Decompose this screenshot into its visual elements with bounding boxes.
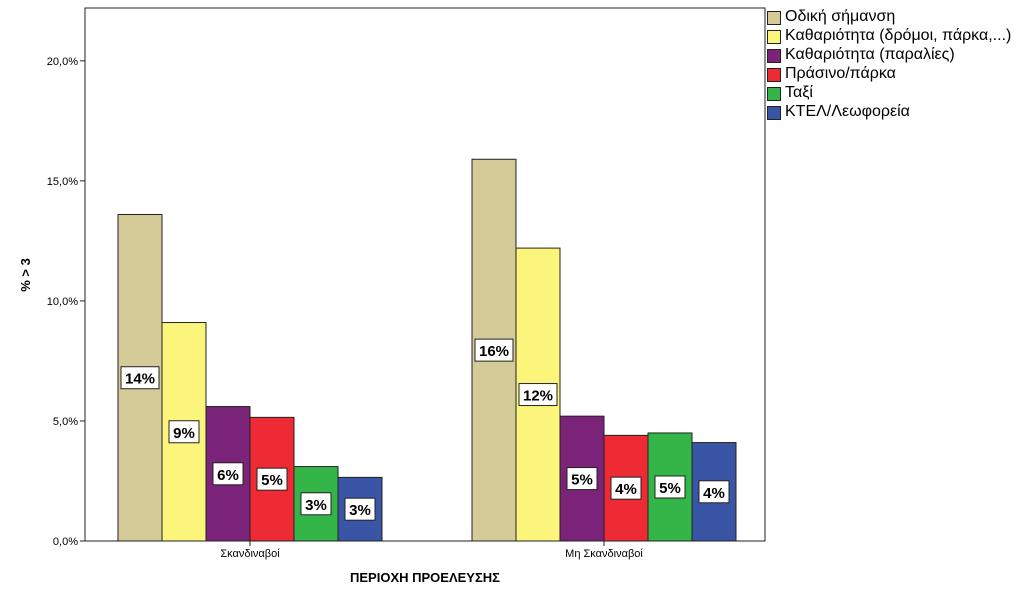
- legend-swatch: [767, 68, 781, 82]
- data-label: 6%: [217, 467, 239, 484]
- data-label-box: [344, 497, 376, 521]
- data-label: 4%: [703, 485, 725, 502]
- data-label: 14%: [125, 371, 155, 388]
- bars: 14% 9% 6% 5% 3% 3% 16% 12% 5% 4% 5% 4%: [117, 158, 737, 542]
- legend-label: ΚΤΕΛ/Λεωφορεία: [785, 103, 910, 120]
- y-tick-label: 0,0%: [53, 536, 78, 548]
- data-label: 4%: [615, 481, 637, 498]
- y-axis: 0,0% 5,0% 10,0% 15,0% 20,0%: [47, 56, 85, 548]
- data-label-box: [698, 480, 730, 504]
- data-label-box: [518, 383, 558, 407]
- legend-swatch: [767, 11, 781, 25]
- data-label: 16%: [479, 343, 509, 360]
- data-label-box: [212, 462, 244, 486]
- data-label-box: [474, 338, 514, 362]
- data-label-box: [300, 492, 332, 516]
- data-label: 5%: [659, 480, 681, 497]
- y-tick-label: 20,0%: [47, 56, 78, 68]
- legend-label: Ταξί: [785, 84, 813, 101]
- legend-item: ΚΤΕΛ/Λεωφορεία: [767, 103, 1020, 120]
- data-label-box: [610, 476, 642, 500]
- data-label-box: [168, 420, 200, 444]
- data-label: 5%: [261, 472, 283, 489]
- data-label: 9%: [173, 425, 195, 442]
- y-tick-label: 10,0%: [47, 296, 78, 308]
- x-axis: Σκανδιναβοί Μη Σκανδιναβοί: [220, 541, 643, 560]
- data-label-box: [566, 467, 598, 491]
- x-tick-label: Σκανδιναβοί: [220, 548, 280, 560]
- x-axis-title: ΠΕΡΙΟΧΗ ΠΡΟΕΛΕΥΣΗΣ: [350, 570, 500, 585]
- legend-item: Πράσινο/πάρκα: [767, 65, 1020, 82]
- legend-swatch: [767, 87, 781, 101]
- x-tick-label: Μη Σκανδιναβοί: [565, 548, 643, 560]
- data-label: 5%: [571, 472, 593, 489]
- legend-item: Οδική σήμανση: [767, 8, 1020, 25]
- data-label-box: [256, 467, 288, 491]
- legend-label: Καθαριότητα (παραλίες): [785, 46, 955, 63]
- legend-label: Καθαριότητα (δρόμοι, πάρκα,...): [785, 27, 1012, 44]
- legend-item: Καθαριότητα (δρόμοι, πάρκα,...): [767, 27, 1020, 44]
- data-label: 3%: [305, 497, 327, 514]
- legend-label: Πράσινο/πάρκα: [785, 65, 896, 82]
- y-axis-title: % > 3: [18, 258, 33, 292]
- data-label: 12%: [523, 388, 553, 405]
- legend: Οδική σήμανση Καθαριότητα (δρόμοι, πάρκα,…: [767, 8, 1020, 122]
- legend-item: Καθαριότητα (παραλίες): [767, 46, 1020, 63]
- legend-swatch: [767, 30, 781, 44]
- data-label-box: [120, 366, 160, 390]
- legend-swatch: [767, 106, 781, 120]
- y-tick-label: 15,0%: [47, 176, 78, 188]
- data-label-box: [654, 475, 686, 499]
- legend-item: Ταξί: [767, 84, 1020, 101]
- legend-label: Οδική σήμανση: [785, 8, 896, 25]
- legend-swatch: [767, 49, 781, 63]
- data-label: 3%: [349, 502, 371, 519]
- y-tick-label: 5,0%: [53, 416, 78, 428]
